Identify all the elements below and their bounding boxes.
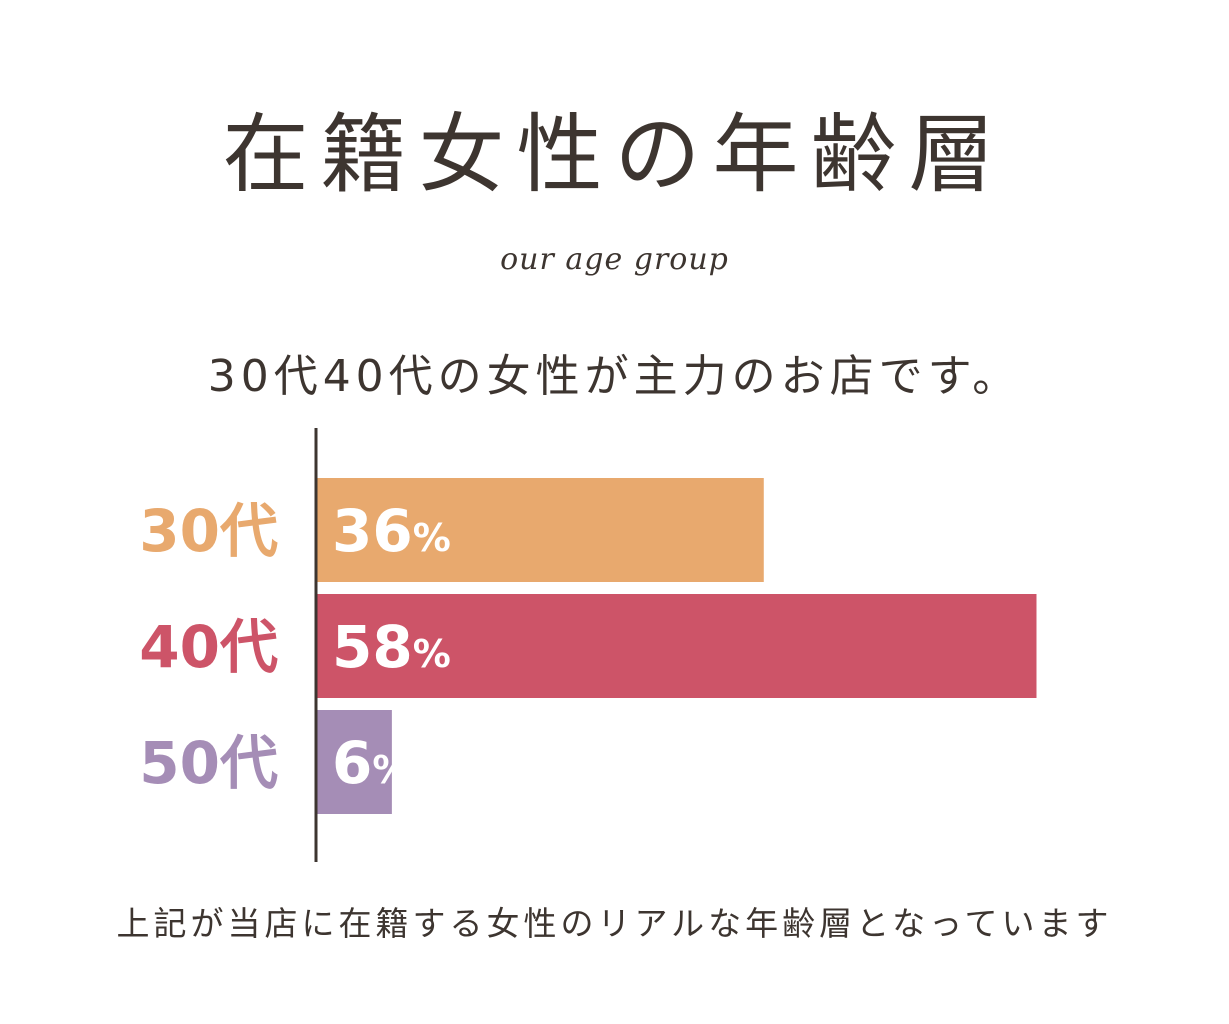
- category-label-2: 40代: [139, 613, 278, 681]
- category-label-3: 50代: [139, 729, 278, 797]
- chart-subtitle: our age group: [500, 242, 729, 277]
- footer-note: 上記が当店に在籍する女性のリアルな年齢層となっています: [116, 904, 1113, 943]
- bar-1: [317, 478, 764, 582]
- bar-2: [317, 594, 1037, 698]
- lead-text: 30代40代の女性が主力のお店です。: [207, 351, 1022, 402]
- category-label-1: 30代: [139, 497, 278, 565]
- value-label-1: 36%: [332, 497, 451, 565]
- bar-3: [317, 710, 392, 814]
- value-label-2: 58%: [332, 613, 451, 681]
- chart-title: 在籍女性の年齢層: [222, 105, 1007, 205]
- value-label-3: 6%: [332, 729, 410, 797]
